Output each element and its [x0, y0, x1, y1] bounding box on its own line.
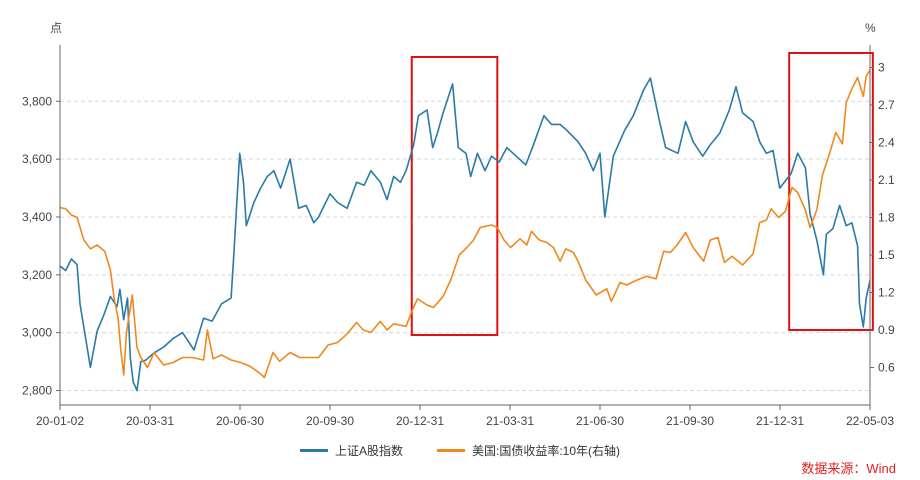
- right-tick-label: 2.7: [878, 98, 895, 112]
- right-tick-label: 2.4: [878, 136, 895, 150]
- x-tick-label: 21-06-30: [576, 414, 624, 428]
- x-tick-label: 20-01-02: [36, 414, 84, 428]
- highlight-box: [788, 52, 874, 331]
- x-tick-label: 21-12-31: [756, 414, 804, 428]
- line-chart: 2,800 3,000 3,200 3,400 3,600 3,800 0.6 0.9 1.2 1…: [22, 21, 895, 428]
- x-tick-label: 20-09-30: [306, 414, 354, 428]
- legend-label-shanghai: 上证A股指数: [334, 443, 403, 458]
- right-tick-label: 0.9: [878, 323, 895, 337]
- series-line-us-treasury: [59, 69, 871, 379]
- right-tick-label: 1.2: [878, 286, 895, 300]
- right-axis-unit: %: [865, 21, 876, 35]
- right-tick-label: 3: [878, 61, 885, 75]
- left-tick-label: 3,000: [22, 326, 52, 340]
- right-tick-label: 0.6: [878, 361, 895, 375]
- left-tick-label: 2,800: [22, 384, 52, 398]
- grid-lines: [60, 100, 870, 392]
- right-tick-label: 2.1: [878, 173, 895, 187]
- legend-line-shanghai: [299, 448, 328, 452]
- x-tick-label: 20-12-31: [396, 414, 444, 428]
- highlight-box: [410, 56, 499, 336]
- legend-item-us-treasury: 美国:国债收益率:10年(右轴): [437, 440, 620, 460]
- x-tick-label: 21-09-30: [666, 414, 714, 428]
- chart-legend: 上证A股指数 美国:国债收益率:10年(右轴): [0, 440, 920, 460]
- left-tick-label: 3,200: [22, 268, 52, 282]
- highlight-boxes: [410, 52, 874, 336]
- x-tick-label: 20-06-30: [216, 414, 264, 428]
- left-tick-label: 3,600: [22, 152, 52, 166]
- x-tick-label: 21-03-31: [486, 414, 534, 428]
- series-lines: [59, 69, 871, 392]
- left-tick-label: 3,800: [22, 94, 52, 108]
- left-tick-label: 3,400: [22, 210, 52, 224]
- right-tick-label: 1.8: [878, 211, 895, 225]
- axes: 2,800 3,000 3,200 3,400 3,600 3,800 0.6 0.9 1.2 1…: [22, 45, 895, 428]
- series-line-shanghai: [59, 77, 871, 392]
- right-tick-label: 1.5: [878, 248, 895, 262]
- x-tick-label: 20-03-31: [126, 414, 174, 428]
- data-source-note: 数据来源：Wind: [801, 461, 896, 476]
- left-axis-unit: 点: [50, 21, 62, 35]
- legend-item-shanghai: 上证A股指数: [299, 440, 403, 460]
- x-tick-label: 22-05-03: [846, 414, 894, 428]
- legend-line-us-treasury: [437, 448, 465, 452]
- legend-label-us-treasury: 美国:国债收益率:10年(右轴): [472, 443, 621, 458]
